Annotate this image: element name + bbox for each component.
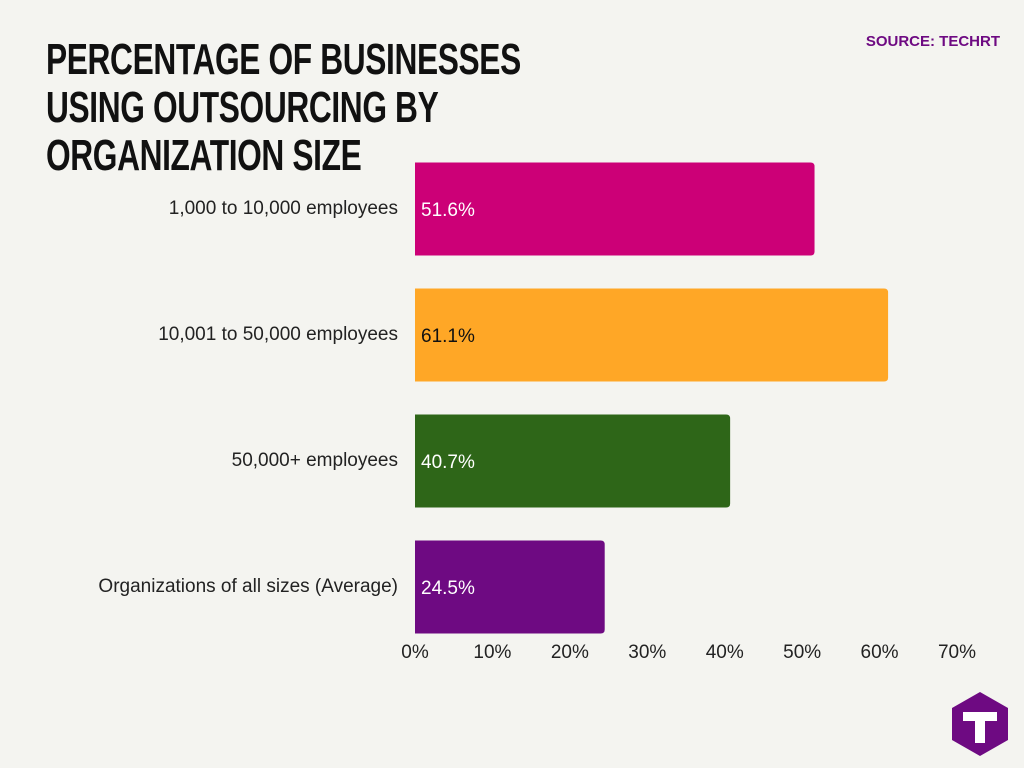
bar [415,540,605,634]
y-tick-label: 1,000 to 10,000 employees [169,198,398,219]
y-tick-label: 50,000+ employees [232,450,398,471]
y-tick-label: Organizations of all sizes (Average) [98,576,398,597]
logo [952,692,1008,756]
value-label: 61.1% [421,326,475,347]
bar [415,414,731,508]
x-tick-label: 70% [938,642,976,663]
y-tick-label: 10,001 to 50,000 employees [158,324,398,345]
value-label: 24.5% [421,578,475,599]
x-tick-label: 10% [473,642,511,663]
x-tick-label: 40% [706,642,744,663]
value-label: 40.7% [421,452,475,473]
x-tick-label: 60% [861,642,899,663]
x-tick-label: 20% [551,642,589,663]
x-tick-label: 50% [783,642,821,663]
value-label: 51.6% [421,200,475,221]
source: SOURCE: TECHRT [865,33,1000,50]
bar [415,288,889,382]
chart-title: PERCENTAGE OF BUSINESSES USING OUTSOURCI… [46,35,521,180]
x-tick-label: 30% [628,642,666,663]
x-tick-label: 0% [401,642,429,663]
bar [415,162,815,256]
